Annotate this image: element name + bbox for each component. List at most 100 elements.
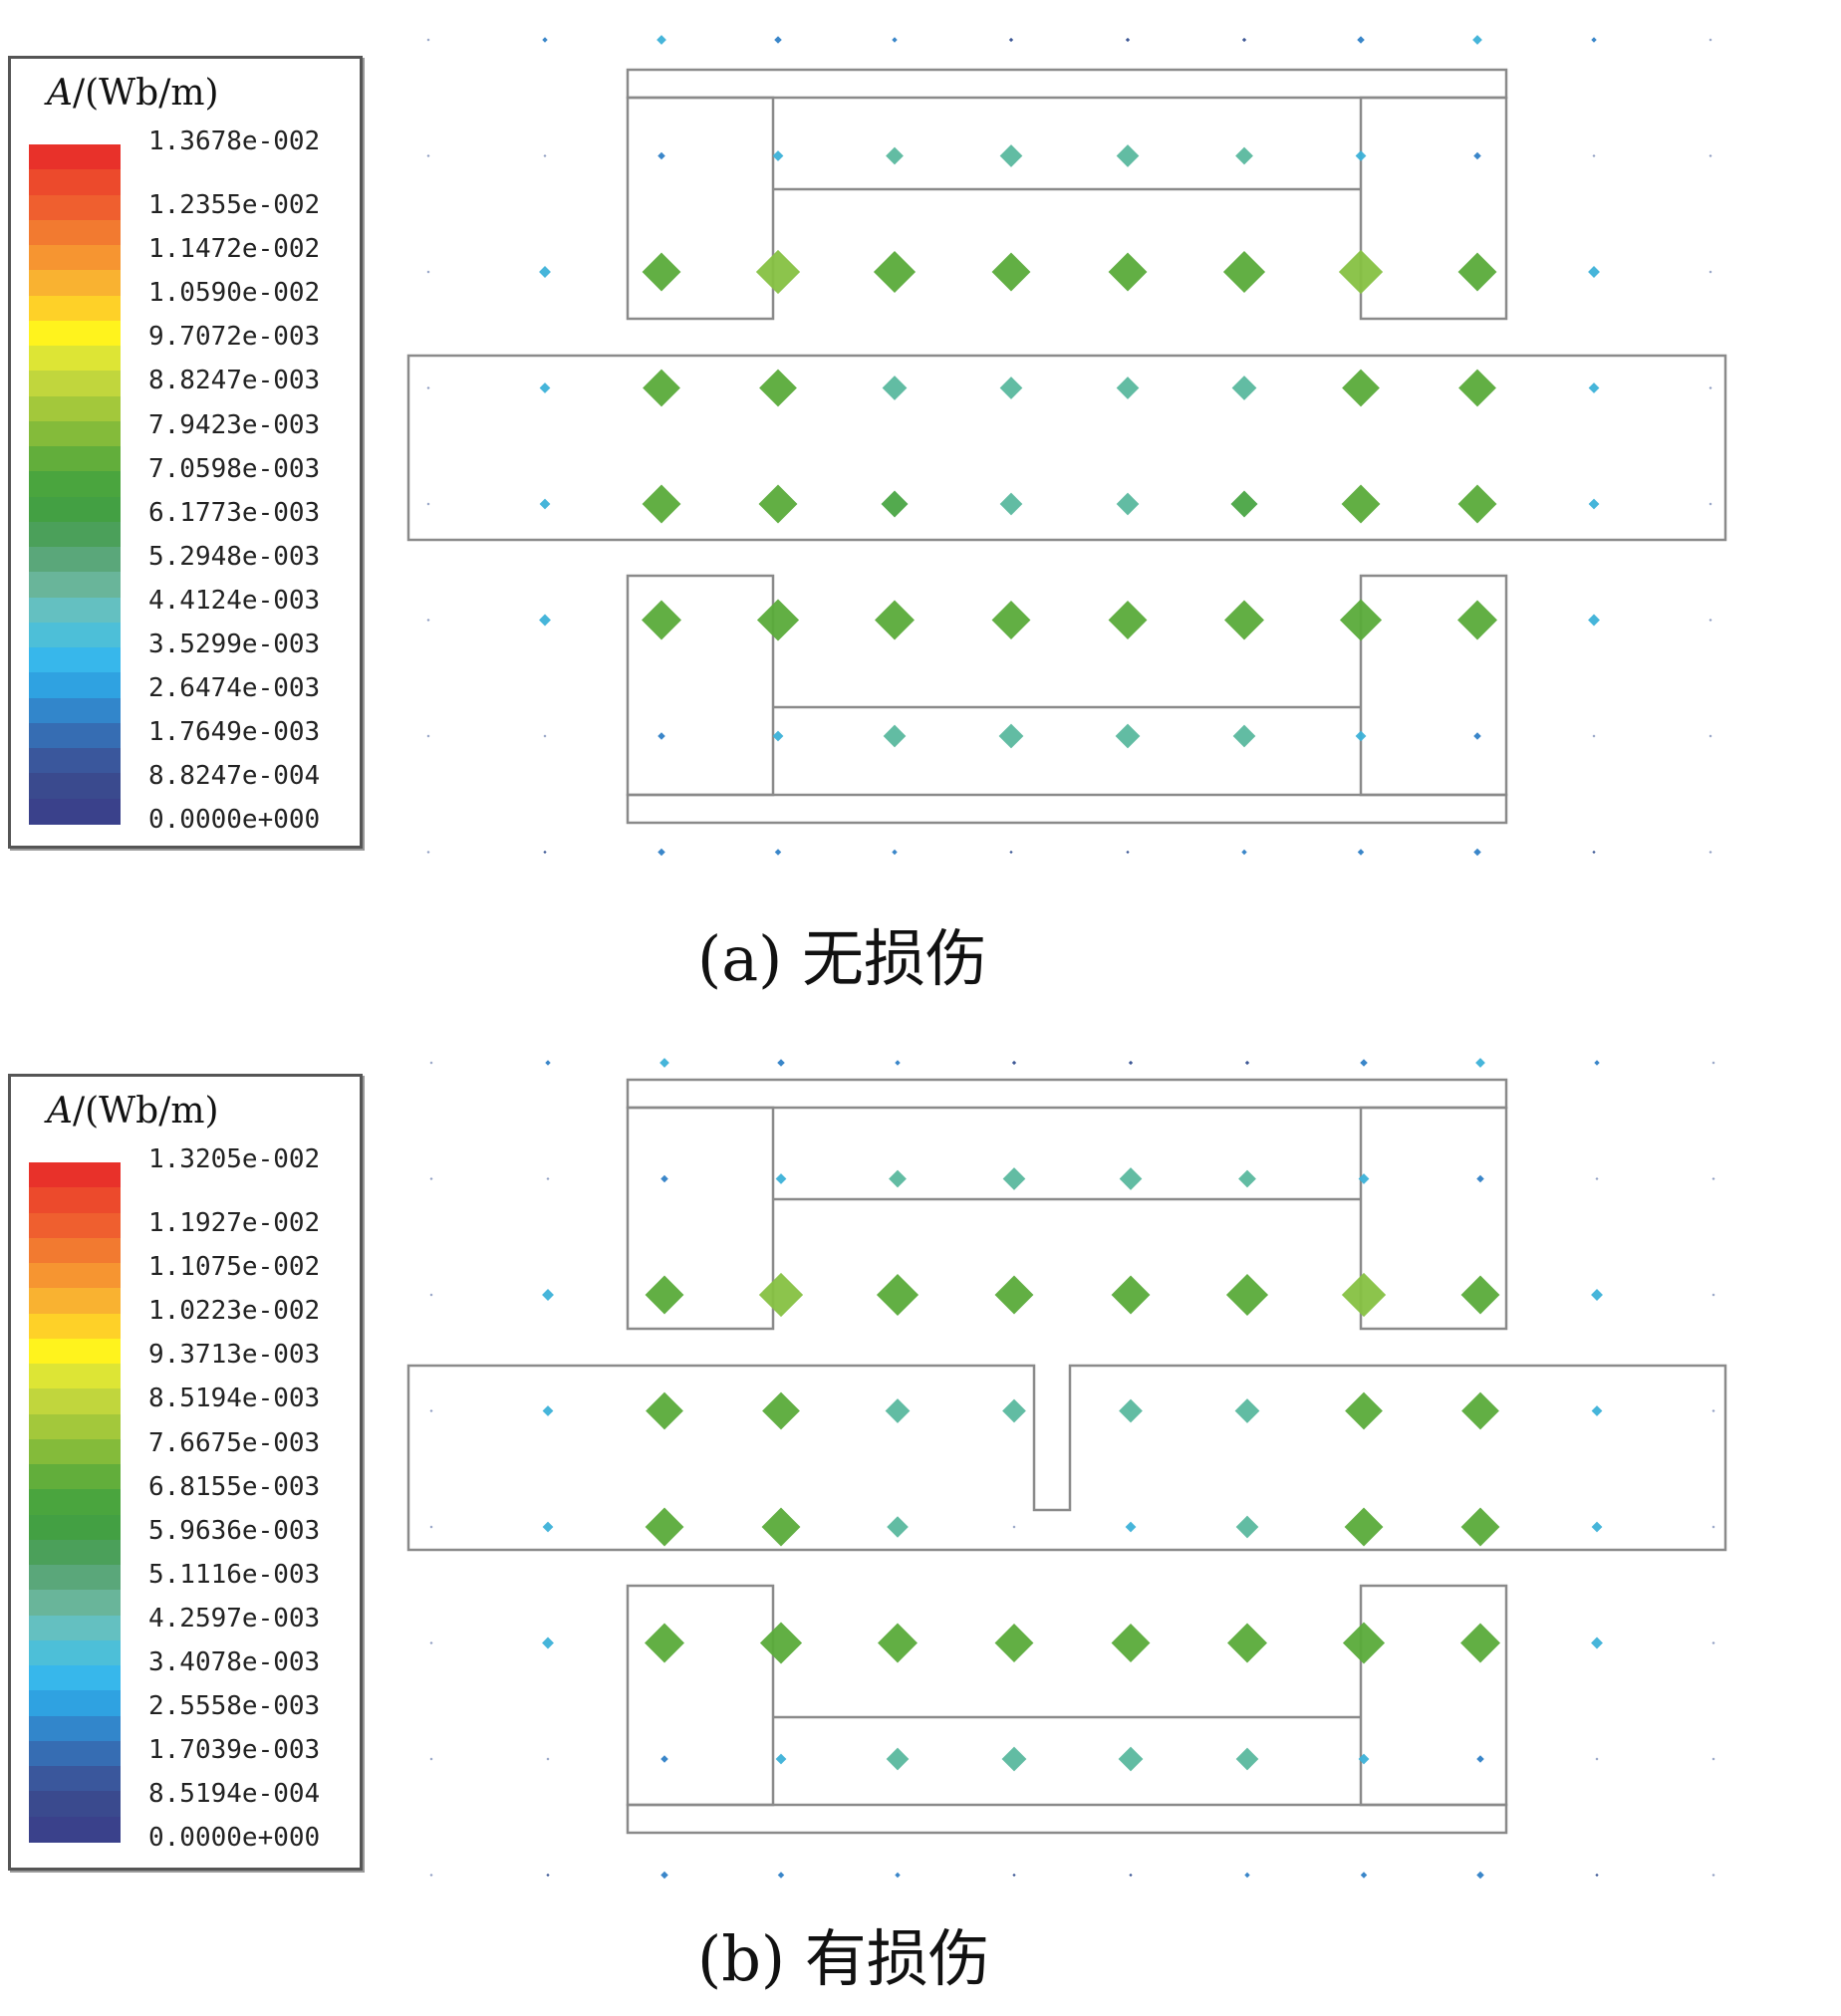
- field-vector-glyph: [1709, 270, 1712, 274]
- colorbar-segment: [29, 773, 121, 801]
- field-vector-glyph: [1711, 1757, 1715, 1761]
- field-vector-glyph: [1457, 600, 1497, 640]
- field-vector-glyph: [1355, 150, 1367, 161]
- legend-tick-label: 6.8155e-003: [148, 1472, 321, 1502]
- field-vector-glyph: [1588, 382, 1600, 393]
- legend-tick-label: 1.1472e-002: [148, 234, 321, 264]
- field-vector-glyph: [543, 154, 547, 157]
- field-vector-glyph: [539, 614, 551, 627]
- field-vector-glyph: [1588, 266, 1600, 278]
- field-vector-glyph: [645, 1623, 684, 1663]
- field-vector-glyph: [426, 851, 430, 854]
- test-plate-with-crack: [406, 1364, 1727, 1552]
- field-vector-glyph: [1711, 1641, 1715, 1644]
- field-vector-glyph: [542, 1289, 554, 1301]
- field-vector-glyph: [429, 1061, 433, 1065]
- legend-tick-label: 0.0000e+000: [148, 805, 321, 835]
- legend-tick-label: 2.5558e-003: [148, 1691, 321, 1721]
- field-vector-glyph: [1709, 502, 1712, 506]
- colorbar-segment: [29, 169, 121, 196]
- field-vector-glyph: [889, 1169, 907, 1188]
- field-vector-glyph: [883, 724, 907, 748]
- field-vector-glyph: [775, 1753, 787, 1765]
- legend-tick-label: 9.3713e-003: [148, 1340, 321, 1370]
- legend-tick-label: 0.0000e+000: [148, 1823, 321, 1853]
- colorbar-segment: [29, 270, 121, 297]
- legend-tick-label: 1.0590e-002: [148, 278, 321, 308]
- field-vector-glyph: [762, 1391, 800, 1430]
- field-vector-glyph: [1126, 850, 1130, 855]
- field-vector-glyph: [1119, 1167, 1143, 1190]
- field-vector-glyph: [1108, 252, 1148, 292]
- field-vector-glyph: [1355, 730, 1367, 742]
- field-vector-glyph: [999, 492, 1023, 516]
- field-vector-glyph: [999, 377, 1023, 399]
- field-vector-glyph: [991, 252, 1031, 292]
- field-vector-glyph: [426, 619, 430, 622]
- field-vector-glyph: [758, 484, 798, 524]
- field-vector-glyph: [886, 1747, 910, 1771]
- legend-tick-label: 8.5194e-004: [148, 1779, 321, 1809]
- field-vector-glyph: [1008, 37, 1014, 43]
- colorbar-segment: [29, 1690, 121, 1718]
- field-vector-glyph: [876, 1273, 920, 1317]
- field-vector-glyph: [1472, 35, 1482, 45]
- field-vector-glyph: [886, 146, 904, 165]
- colorbar-segment: [29, 219, 121, 247]
- field-vector-glyph: [426, 154, 430, 157]
- colorbar-segment: [29, 1212, 121, 1240]
- field-vector-glyph: [878, 1623, 918, 1663]
- legend-tick-label: 3.4078e-003: [148, 1647, 321, 1677]
- colorbar-segment: [29, 1615, 121, 1642]
- colorbar-segment: [29, 697, 121, 725]
- legend-title-a: A/(Wb/m): [47, 73, 219, 114]
- field-vector-glyph: [774, 849, 782, 856]
- legend-tick-label: 7.9423e-003: [148, 410, 321, 440]
- lower-right-leg: [1359, 574, 1508, 797]
- colorbar-segment: [29, 547, 121, 574]
- field-vector-glyph: [1591, 1289, 1603, 1301]
- field-vector-glyph: [991, 601, 1031, 639]
- field-vector-glyph: [1460, 1507, 1500, 1547]
- colorbar-segment: [29, 1791, 121, 1819]
- field-vector-glyph: [1244, 1872, 1250, 1879]
- field-vector-glyph: [1116, 144, 1140, 167]
- field-vector-glyph: [1592, 850, 1596, 855]
- colorbar-segment: [29, 1639, 121, 1667]
- field-vector-glyph: [426, 502, 430, 506]
- colorbar-segment: [29, 395, 121, 423]
- lower-left-leg: [626, 574, 775, 797]
- field-vector-glyph: [1342, 369, 1380, 407]
- colorbar-segment: [29, 1237, 121, 1265]
- field-vector-glyph: [645, 1507, 684, 1547]
- field-vector-glyph: [892, 37, 898, 43]
- field-vector-glyph: [758, 1272, 804, 1318]
- field-vector-glyph: [429, 1525, 433, 1529]
- field-vector-glyph: [543, 850, 547, 855]
- legend-tick-label: 2.6474e-003: [148, 673, 321, 703]
- legend-tick-label: 1.3205e-002: [148, 1144, 321, 1174]
- field-plot-a: [406, 35, 1727, 857]
- legend-tick-label: 9.7072e-003: [148, 322, 321, 352]
- field-vector-glyph: [546, 1177, 550, 1180]
- colorbar-segment: [29, 622, 121, 649]
- field-vector-glyph: [1709, 619, 1712, 622]
- colorbar-segment: [29, 420, 121, 448]
- colorbar-segment: [29, 1413, 121, 1441]
- colorbar-segment: [29, 1816, 121, 1844]
- legend-tick-label: 5.2948e-003: [148, 542, 321, 572]
- legend-tick-label: 4.4124e-003: [148, 586, 321, 616]
- field-vector-glyph: [659, 1058, 669, 1068]
- field-vector-glyph: [1460, 1623, 1500, 1663]
- colorbar-segment: [29, 1388, 121, 1415]
- field-vector-glyph: [875, 600, 915, 640]
- field-vector-glyph: [998, 723, 1024, 749]
- field-vector-glyph: [1342, 1622, 1386, 1664]
- field-vector-glyph: [1709, 734, 1712, 738]
- field-vector-glyph: [759, 1622, 803, 1664]
- field-vector-glyph: [542, 37, 548, 43]
- caption-b: (b) 有损伤: [697, 1922, 990, 1995]
- colorbar-segment: [29, 798, 121, 826]
- field-vector-glyph: [1339, 599, 1383, 641]
- colorbar-segment: [29, 1740, 121, 1768]
